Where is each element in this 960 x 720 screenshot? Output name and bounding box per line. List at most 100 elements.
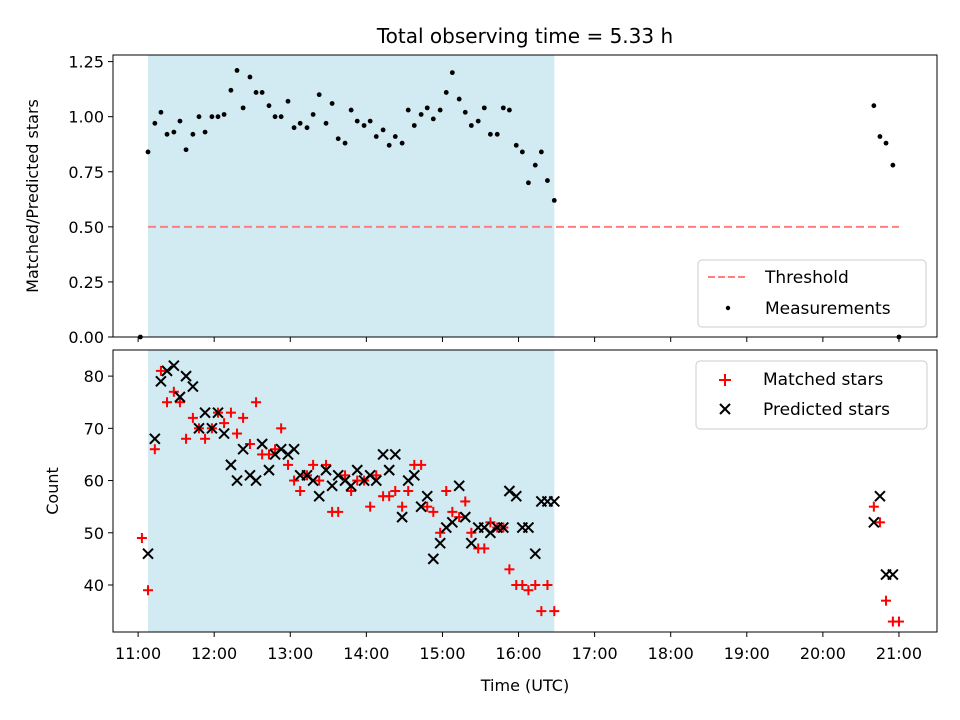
matched-star-marker	[270, 444, 281, 455]
measurement-point	[507, 107, 512, 113]
measurement-point	[551, 198, 557, 203]
matched-star-marker	[384, 491, 395, 502]
measurement-point	[526, 180, 531, 186]
bottom-ytick-label: 70	[84, 419, 104, 438]
bottom-legend: Matched stars Predicted stars	[695, 360, 928, 430]
predicted-star-marker	[351, 464, 363, 476]
measurement-point	[871, 103, 877, 109]
matched-star-marker	[479, 543, 490, 554]
measurement-point	[158, 109, 164, 115]
matched-star-marker	[149, 444, 160, 455]
matched-star-marker	[530, 580, 541, 590]
legend-measurements-swatch	[725, 305, 731, 311]
xtick-label: 20:00	[800, 644, 846, 663]
matched-star-marker	[219, 418, 230, 429]
measurement-point	[481, 105, 487, 111]
top-axes-frame	[112, 54, 938, 338]
predicted-star-marker	[307, 474, 319, 487]
legend-predicted-label: Predicted stars	[763, 400, 890, 420]
measurement-point	[329, 101, 335, 106]
measurement-point	[532, 162, 538, 168]
predicted-star-marker	[408, 469, 421, 482]
measurement-point	[437, 107, 443, 113]
matched-star-marker	[162, 397, 173, 408]
predicted-star-marker	[484, 527, 497, 539]
xtick-label: 18:00	[648, 644, 694, 663]
matched-star-marker	[874, 517, 885, 528]
matched-star-marker	[155, 365, 166, 376]
measurement-point	[883, 140, 889, 146]
top-legend: Threshold Measurements	[697, 259, 927, 328]
bottom-axes-frame	[112, 349, 938, 633]
measurement-point	[443, 90, 449, 95]
matched-star-marker	[460, 496, 471, 507]
matched-star-marker	[441, 486, 452, 496]
matched-star-marker	[485, 517, 496, 528]
predicted-star-marker	[199, 406, 211, 419]
matched-star-marker	[466, 527, 477, 538]
predicted-star-marker	[383, 464, 395, 476]
matched-star-marker	[447, 506, 458, 517]
matched-star-marker	[333, 506, 344, 517]
measurement-point	[418, 112, 424, 117]
measurement-points-layer	[137, 68, 902, 340]
measurement-point	[890, 162, 896, 168]
predicted-star-marker	[415, 500, 427, 513]
predicted-star-marker	[168, 359, 180, 372]
predicted-star-marker	[396, 511, 408, 523]
matched-star-marker	[314, 475, 325, 486]
xtick-label: 13:00	[267, 644, 313, 663]
chart-title: Total observing time = 5.33 h	[376, 24, 673, 48]
measurement-point	[354, 118, 360, 124]
predicted-star-marker	[345, 480, 357, 492]
predicted-star-marker	[187, 380, 199, 393]
bottom-legend-box	[695, 360, 928, 430]
matched-star-marker	[428, 506, 439, 517]
predicted-star-marker	[446, 516, 459, 529]
measurement-point	[272, 114, 278, 120]
measurement-point	[164, 131, 170, 137]
top-ytick-label: 1.25	[68, 53, 104, 72]
predicted-star-marker	[377, 448, 389, 461]
measurement-point	[323, 120, 329, 126]
matched-star-marker	[200, 433, 211, 444]
matched-star-marker	[868, 501, 879, 512]
predicted-star-marker	[174, 391, 186, 403]
predicted-star-marker	[389, 448, 401, 461]
measurement-point	[253, 90, 259, 95]
matched-star-marker	[168, 386, 179, 397]
measurement-point	[513, 142, 519, 148]
measurement-point	[462, 109, 468, 115]
xtick-label: 14:00	[343, 644, 389, 663]
predicted-star-marker	[370, 474, 382, 487]
matched-star-marker	[397, 501, 408, 512]
predicted-star-marker	[434, 537, 446, 549]
matched-star-marker	[263, 449, 274, 460]
predicted-star-marker	[193, 422, 205, 435]
measurement-point	[424, 105, 430, 111]
measurement-point	[310, 112, 316, 117]
matched-star-marker	[282, 459, 293, 470]
x-axis-label: Time (UTC)	[480, 676, 569, 695]
measurement-point	[348, 107, 354, 113]
predicted-star-marker	[497, 521, 510, 534]
predicted-star-marker	[465, 537, 478, 549]
measurement-point	[221, 112, 227, 117]
measurement-point	[228, 87, 234, 93]
predicted-star-marker	[332, 469, 344, 482]
predicted-star-marker	[427, 553, 440, 565]
matched-star-marker	[289, 475, 300, 486]
matched-star-marker	[454, 512, 465, 523]
matched-star-marker	[321, 459, 332, 470]
predicted-star-marker	[149, 433, 161, 445]
top-ytick-label: 0.25	[68, 273, 104, 292]
bottom-ytick-label: 50	[84, 524, 104, 543]
matched-star-marker	[365, 501, 376, 512]
predicted-star-marker	[142, 547, 154, 560]
xtick-label: 17:00	[572, 644, 618, 663]
predicted-star-marker	[887, 568, 899, 581]
matched-star-marker	[346, 486, 357, 496]
bottom-ytick-label: 80	[84, 367, 104, 386]
predicted-star-marker	[453, 480, 465, 492]
